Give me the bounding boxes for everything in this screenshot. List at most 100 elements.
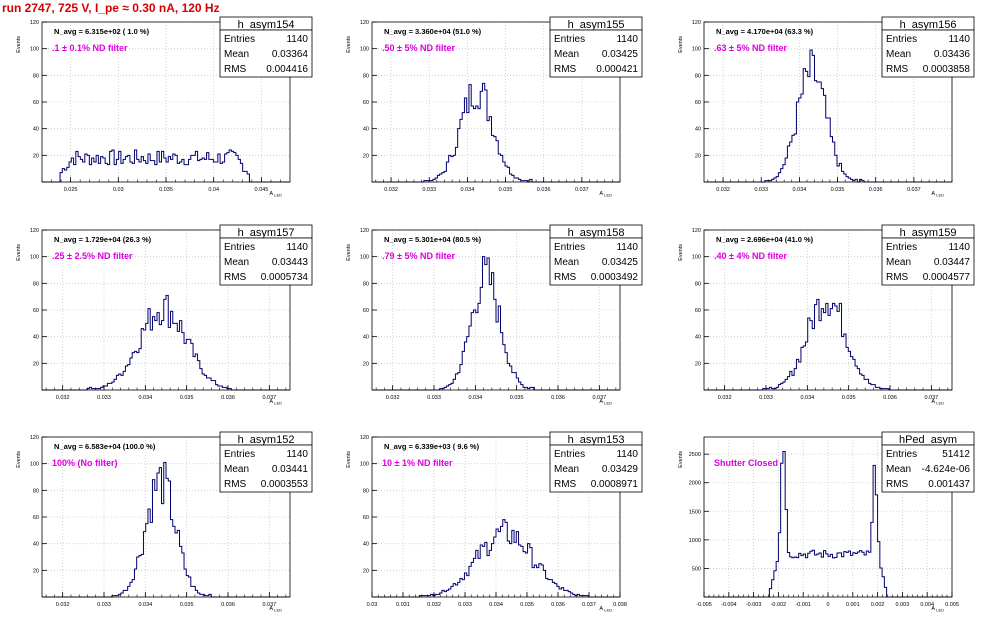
filter-annotation: .79 ± 5% ND filter bbox=[382, 251, 455, 261]
y-tick-label: 80 bbox=[695, 281, 701, 287]
navg-label: N_avg = 5.301e+04 (80.5 %) bbox=[384, 235, 482, 244]
y-tick-label: 80 bbox=[363, 73, 369, 79]
x-axis-label: A LED bbox=[269, 606, 282, 613]
x-axis-label-sub: LED bbox=[936, 193, 944, 198]
y-tick-label: 120 bbox=[360, 20, 369, 26]
x-tick-label: 0.033 bbox=[759, 395, 773, 401]
y-axis-label: Events bbox=[678, 244, 684, 261]
stats-label-mean: Mean bbox=[554, 464, 579, 475]
stats-label-entries: Entries bbox=[554, 34, 585, 45]
y-tick-label: 40 bbox=[363, 335, 369, 341]
y-tick-label: 40 bbox=[33, 127, 39, 133]
stats-box bbox=[549, 237, 643, 286]
y-tick-label: 40 bbox=[33, 335, 39, 341]
stats-value-mean: 0.03441 bbox=[272, 464, 309, 475]
y-tick-label: 80 bbox=[33, 73, 39, 79]
navg-label: N_avg = 1.729e+04 (26.3 %) bbox=[54, 235, 152, 244]
stats-label-rms: RMS bbox=[554, 479, 577, 490]
x-tick-label: 0.035 bbox=[510, 395, 524, 401]
x-tick-label: 0.035 bbox=[499, 187, 513, 193]
y-tick-label: 20 bbox=[33, 568, 39, 574]
stats-value-entries: 1140 bbox=[948, 242, 970, 253]
x-tick-label: 0.037 bbox=[592, 395, 606, 401]
y-tick-label: 1500 bbox=[689, 509, 701, 515]
x-tick-label: 0.032 bbox=[718, 395, 732, 401]
y-tick-label: 40 bbox=[363, 127, 369, 133]
stats-box bbox=[549, 29, 643, 78]
stats-label-mean: Mean bbox=[886, 464, 911, 475]
navg-label: N_avg = 6.339e+03 ( 9.6 %) bbox=[384, 442, 480, 451]
x-tick-label: -0.004 bbox=[721, 602, 737, 608]
stats-value-rms: 0.0008971 bbox=[591, 479, 639, 490]
hist-name: h_asym157 bbox=[238, 227, 295, 239]
histogram-line bbox=[372, 519, 620, 598]
x-tick-label: 0.032 bbox=[386, 395, 400, 401]
x-tick-label: 0.036 bbox=[551, 395, 565, 401]
stats-value-mean: 0.03425 bbox=[602, 257, 639, 268]
x-axis-label: A LED bbox=[599, 399, 612, 406]
hist-name: h_asym153 bbox=[568, 434, 625, 446]
y-tick-label: 60 bbox=[33, 515, 39, 521]
x-tick-label: 0.036 bbox=[221, 395, 235, 401]
histogram-panel-h_asym155: 0.032 0.033 0.034 0.035 0.036 0.037 20 40 60 80 10… bbox=[346, 16, 643, 198]
x-axis-label-sub: LED bbox=[604, 401, 612, 406]
y-tick-label: 40 bbox=[695, 335, 701, 341]
x-tick-label: 0.025 bbox=[64, 187, 78, 193]
x-tick-label: 0.035 bbox=[831, 187, 845, 193]
navg-label: N_avg = 6.315e+02 ( 1.0 %) bbox=[54, 27, 150, 36]
stats-label-rms: RMS bbox=[886, 479, 909, 490]
x-tick-label: 0.037 bbox=[582, 602, 596, 608]
filter-annotation: Shutter Closed bbox=[714, 458, 778, 468]
hist-name: h_asym158 bbox=[568, 227, 625, 239]
y-axis-label: Events bbox=[16, 451, 22, 468]
x-tick-label: 0.033 bbox=[97, 602, 111, 608]
x-tick-label: 0.03 bbox=[113, 187, 124, 193]
histogram-panel-h_asym159: 0.032 0.033 0.034 0.035 0.036 0.037 20 40 60 80 10… bbox=[678, 224, 975, 406]
stats-value-rms: 0.004416 bbox=[266, 64, 308, 75]
x-tick-label: 0.034 bbox=[461, 187, 475, 193]
stats-value-entries: 1140 bbox=[286, 34, 308, 45]
stats-value-entries: 1140 bbox=[286, 449, 308, 460]
stats-label-rms: RMS bbox=[224, 272, 247, 283]
y-tick-label: 120 bbox=[692, 228, 701, 234]
x-tick-label: 0.036 bbox=[551, 602, 565, 608]
x-tick-label: 0.034 bbox=[138, 395, 152, 401]
x-tick-label: 0.037 bbox=[907, 187, 921, 193]
histogram-line bbox=[42, 149, 290, 183]
x-tick-label: 0.035 bbox=[842, 395, 856, 401]
y-axis-label: Events bbox=[16, 36, 22, 53]
x-tick-label: 0.038 bbox=[613, 602, 627, 608]
stats-label-rms: RMS bbox=[886, 272, 909, 283]
x-tick-label: -0.005 bbox=[696, 602, 712, 608]
x-axis-label: A LED bbox=[931, 399, 944, 406]
y-tick-label: 2000 bbox=[689, 481, 701, 487]
y-tick-label: 40 bbox=[695, 127, 701, 133]
x-tick-label: 0.002 bbox=[871, 602, 885, 608]
stats-label-entries: Entries bbox=[224, 449, 255, 460]
x-tick-label: -0.001 bbox=[795, 602, 811, 608]
y-tick-label: 60 bbox=[363, 515, 369, 521]
x-tick-label: 0.032 bbox=[384, 187, 398, 193]
stats-label-rms: RMS bbox=[554, 64, 577, 75]
histogram-panel-h_asym152: 0.032 0.033 0.034 0.035 0.036 0.037 20 40 60 80 10… bbox=[16, 431, 313, 613]
stats-label-rms: RMS bbox=[554, 272, 577, 283]
histogram-line bbox=[372, 82, 620, 183]
stats-value-mean: 0.03425 bbox=[602, 49, 639, 60]
x-tick-label: 0.036 bbox=[869, 187, 883, 193]
navg-label: N_avg = 3.360e+04 (51.0 %) bbox=[384, 27, 482, 36]
x-tick-label: 0.032 bbox=[716, 187, 730, 193]
y-tick-label: 40 bbox=[363, 542, 369, 548]
x-tick-label: 0.04 bbox=[208, 187, 219, 193]
stats-label-mean: Mean bbox=[554, 49, 579, 60]
stats-label-entries: Entries bbox=[886, 34, 917, 45]
x-tick-label: 0.037 bbox=[262, 602, 276, 608]
y-axis-label: Events bbox=[678, 451, 684, 468]
hist-name: h_asym155 bbox=[568, 19, 625, 31]
stats-value-rms: 0.0003858 bbox=[923, 64, 971, 75]
x-tick-label: 0.036 bbox=[221, 602, 235, 608]
x-tick-label: 0.005 bbox=[945, 602, 959, 608]
x-tick-label: 0.037 bbox=[575, 187, 589, 193]
filter-annotation: 10 ± 1% ND filter bbox=[382, 458, 453, 468]
x-tick-label: 0.03 bbox=[367, 602, 378, 608]
stats-label-entries: Entries bbox=[554, 242, 585, 253]
